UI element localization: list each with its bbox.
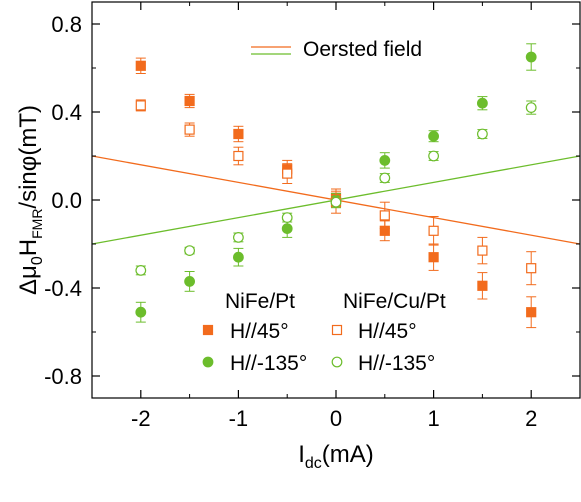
x-tick-label-1: -1 xyxy=(229,406,249,431)
data-point-s0-1 xyxy=(184,95,195,107)
data-point-s0-7 xyxy=(477,280,488,291)
legend-group-title-nife-cu-pt: NiFe/Cu/Pt xyxy=(343,290,446,313)
y-tick-label-0: -0.8 xyxy=(44,364,82,389)
y-axis-label: Δμ0HFMR/sinφ(mT) xyxy=(15,105,46,295)
data-point-s0-6 xyxy=(428,252,439,263)
data-point-s3-2 xyxy=(232,231,244,243)
x-tick-label-0: -2 xyxy=(131,406,151,431)
data-point-s1-0 xyxy=(135,306,147,318)
data-point-s2-1 xyxy=(184,124,195,135)
data-point-s2-5 xyxy=(379,210,390,221)
data-point-s3-7 xyxy=(477,128,488,140)
legend-marker-1 xyxy=(202,356,214,368)
data-point-s2-0 xyxy=(135,100,146,111)
legend-marker-2 xyxy=(331,324,343,336)
data-point-s3-6 xyxy=(428,150,440,162)
data-point-s3-4 xyxy=(330,196,342,208)
data-point-s1-7 xyxy=(477,97,488,109)
data-point-s1-2 xyxy=(232,251,244,263)
data-point-s0-2 xyxy=(233,128,244,140)
legend-marker-3 xyxy=(331,356,343,368)
legend-group-title-nife-pt: NiFe/Pt xyxy=(225,290,295,313)
data-point-s2-2 xyxy=(233,150,244,162)
x-tick-label-2: 0 xyxy=(330,406,342,431)
data-point-s1-8 xyxy=(525,51,537,63)
legend-label-2: H//45° xyxy=(358,320,417,343)
legend-oersted-label: Oersted field xyxy=(303,38,422,61)
data-point-s3-0 xyxy=(135,265,147,276)
data-point-s2-7 xyxy=(477,245,488,256)
y-tick-label-2: 0.0 xyxy=(51,188,82,213)
data-point-s3-8 xyxy=(525,102,537,113)
legend-label-0: H//45° xyxy=(230,320,289,343)
x-tick-label-3: 1 xyxy=(427,406,439,431)
legend-marker-0 xyxy=(202,324,214,336)
y-tick-label-1: -0.4 xyxy=(44,276,82,301)
legend-label-3: H//-135° xyxy=(358,352,435,375)
data-point-s1-5 xyxy=(379,154,391,166)
y-tick-label-3: 0.4 xyxy=(51,100,82,125)
x-axis-label: Idc(mA) xyxy=(298,441,374,472)
data-point-s1-6 xyxy=(428,130,440,142)
data-point-s0-0 xyxy=(135,60,146,71)
data-point-s0-8 xyxy=(526,307,537,318)
data-point-s3-1 xyxy=(184,245,196,257)
data-point-s1-3 xyxy=(281,223,293,235)
y-tick-label-4: 0.8 xyxy=(51,12,82,37)
legend-label-1: H//-135° xyxy=(230,352,307,375)
data-point-s3-3 xyxy=(281,212,293,224)
data-point-s2-3 xyxy=(282,168,293,179)
data-point-s3-5 xyxy=(379,172,391,184)
x-tick-label-4: 2 xyxy=(525,406,537,431)
data-point-s2-6 xyxy=(428,225,439,236)
data-point-s2-8 xyxy=(526,263,537,274)
data-point-s1-1 xyxy=(184,276,196,287)
